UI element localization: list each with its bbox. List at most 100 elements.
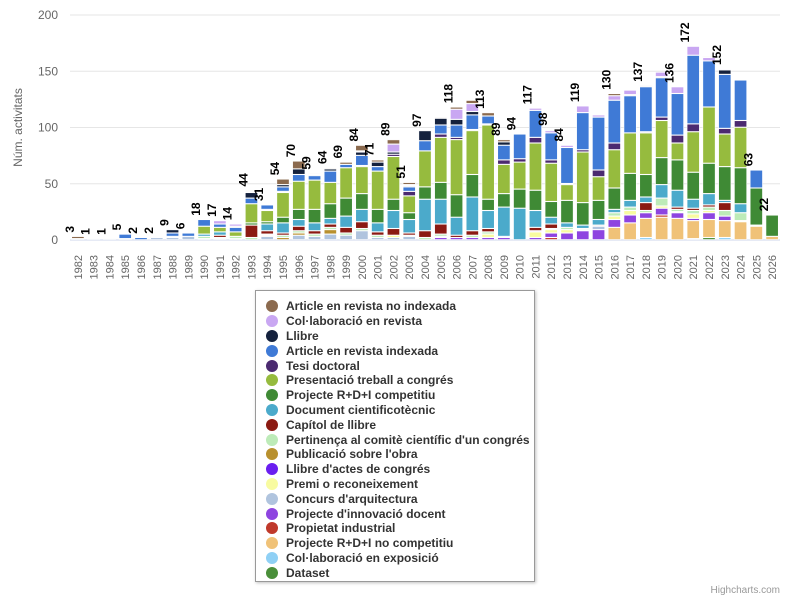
x-tick-label: 2004 <box>420 255 432 279</box>
legend-marker-icon <box>266 463 278 476</box>
legend-marker-icon <box>266 315 278 328</box>
x-tick-label: 2003 <box>404 255 416 279</box>
bar-segment <box>386 228 400 236</box>
bar-segment <box>734 120 748 128</box>
bar-segment <box>686 213 700 219</box>
legend-item[interactable]: Propietat industrial <box>266 521 534 536</box>
stack-total-label: 152 <box>710 45 724 65</box>
x-tick-label: 2005 <box>436 255 448 279</box>
bar-segment <box>544 223 558 229</box>
legend-marker-icon <box>266 389 278 402</box>
x-tick-label: 2014 <box>578 255 590 279</box>
stack-total-label: 1 <box>79 228 93 235</box>
legend-item[interactable]: Col·laboració en revista <box>266 314 534 329</box>
bar-segment <box>670 209 684 212</box>
stack-total-label: 14 <box>221 207 235 221</box>
bar-segment <box>560 200 574 223</box>
bar-segment <box>592 176 606 201</box>
bar-segment <box>560 184 574 201</box>
bar-segment <box>308 175 322 181</box>
bar-segment <box>71 238 85 240</box>
bar-segment <box>260 235 274 237</box>
bar-segment <box>355 145 369 151</box>
stack-total-label: 118 <box>442 84 456 104</box>
bar-segment <box>292 219 306 227</box>
bar-segment <box>276 232 290 236</box>
bar-segment <box>686 210 700 214</box>
x-tick-label: 2007 <box>467 255 479 279</box>
bar-segment <box>197 219 211 227</box>
bar-segment <box>371 231 385 236</box>
legend-item[interactable]: Publicació sobre l'obra <box>266 447 534 462</box>
legend-item[interactable]: Article en revista no indexada <box>266 299 534 314</box>
bar-segment <box>371 166 385 172</box>
credits-link[interactable]: Highcharts.com <box>710 585 780 596</box>
legend-item[interactable]: Document cientificotècnic <box>266 403 534 418</box>
legend-item[interactable]: Projecte d'innovació docent <box>266 506 534 521</box>
bar-segment <box>718 237 732 240</box>
legend-item[interactable]: Tesi doctoral <box>266 358 534 373</box>
bar-segment <box>607 209 621 213</box>
legend-item[interactable]: Presentació treball a congrés <box>266 373 534 388</box>
bar-segment <box>450 106 464 110</box>
bar-segment <box>323 203 337 219</box>
bar-segment <box>544 130 558 133</box>
legend-label: Pertinença al comitè científic d'un cong… <box>286 432 530 447</box>
bar-segment <box>197 234 211 237</box>
bar-segment <box>450 119 464 126</box>
bar-segment <box>434 137 448 183</box>
bar-segment <box>655 157 669 185</box>
legend-item[interactable]: Llibre <box>266 329 534 344</box>
bar-segment <box>166 237 180 240</box>
bar-segment <box>450 235 464 238</box>
bar-segment <box>244 222 258 226</box>
stack-total-label: 89 <box>378 122 392 136</box>
bar-segment <box>607 212 621 217</box>
legend-marker-icon <box>266 566 278 579</box>
stack-total-label: 70 <box>284 144 298 158</box>
legend-item[interactable]: Llibre d'actes de congrés <box>266 462 534 477</box>
bar-segment <box>260 230 274 235</box>
bar-segment <box>528 227 542 231</box>
bar-segment <box>544 232 558 238</box>
bar-segment <box>734 220 748 222</box>
bar-segment <box>166 236 180 238</box>
legend-marker-icon <box>266 418 278 431</box>
legend-item[interactable]: Projecte R+D+I no competitiu <box>266 536 534 551</box>
legend-item[interactable]: Article en revista indexada <box>266 343 534 358</box>
bar-segment <box>670 218 684 240</box>
bar-segment <box>434 182 448 200</box>
bar-segment <box>607 187 621 210</box>
bar-segment <box>686 131 700 173</box>
bar-segment <box>213 238 227 240</box>
legend-item[interactable]: Dataset <box>266 565 534 580</box>
bar-segment <box>260 236 274 240</box>
x-tick-label: 2026 <box>767 255 779 279</box>
bar-segment <box>513 133 527 159</box>
bar-segment <box>544 163 558 202</box>
bar-segment <box>544 217 558 225</box>
bar-segment <box>260 204 274 210</box>
bar-segment <box>481 112 495 117</box>
bar-segment <box>339 162 353 165</box>
legend-item[interactable]: Projecte R+D+I competitiu <box>266 388 534 403</box>
legend-item[interactable]: Concurs d'arquitectura <box>266 491 534 506</box>
legend-item[interactable]: Pertinença al comitè científic d'un cong… <box>266 432 534 447</box>
stack-total-label: 172 <box>678 22 692 42</box>
bar-segment <box>260 223 274 231</box>
bar-segment <box>560 222 574 228</box>
legend-item[interactable]: Premi o reconeixement <box>266 477 534 492</box>
bar-segment <box>497 236 511 238</box>
x-tick-label: 1996 <box>294 255 306 279</box>
bar-segment <box>244 198 258 204</box>
bar-segment <box>670 212 684 219</box>
bar-segment <box>718 69 732 75</box>
legend-marker-icon <box>266 492 278 505</box>
bar-segment <box>497 164 511 194</box>
bar-segment <box>292 174 306 182</box>
legend-item[interactable]: Col·laboració en exposició <box>266 551 534 566</box>
legend-item[interactable]: Capítol de llibre <box>266 417 534 432</box>
bar-segment <box>497 207 511 237</box>
bar-segment <box>339 198 353 217</box>
bar-segment <box>544 229 558 234</box>
